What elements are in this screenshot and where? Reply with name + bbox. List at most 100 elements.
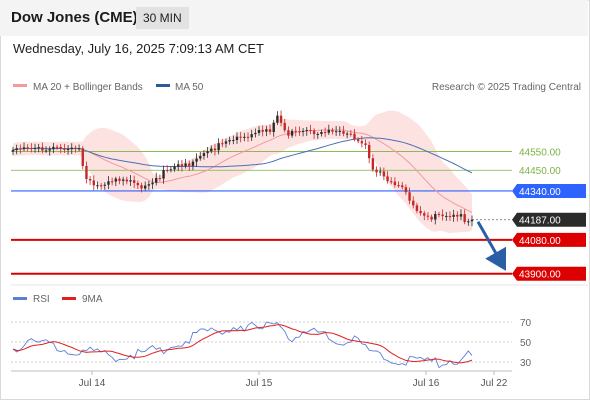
candle-body: [19, 148, 22, 150]
ma50-legend-label: MA 50: [175, 82, 204, 93]
candle-body: [22, 147, 26, 149]
candle-body: [173, 166, 176, 170]
ma20-legend-swatch: [13, 84, 27, 87]
candle-body: [331, 129, 334, 132]
x-axis: Jul 14 Jul 15 Jul 16 Jul 22: [79, 371, 508, 389]
rsi-tick-label: 30: [520, 358, 532, 369]
rsi-pane: 70 50 30: [11, 318, 532, 369]
target-price-label: 44450.00: [519, 166, 561, 177]
candle-body: [235, 136, 239, 140]
candle-body: [202, 153, 206, 157]
candle-body: [155, 177, 158, 183]
target-price-label: 44550.00: [519, 147, 561, 158]
candle-body: [74, 147, 77, 149]
candle-body: [290, 130, 294, 136]
candle-body: [52, 146, 55, 150]
candle-body: [415, 205, 419, 211]
candle-body: [287, 130, 290, 136]
candle-body: [294, 130, 297, 132]
candle-body: [327, 129, 330, 133]
ma9-legend-label: 9MA: [82, 294, 103, 305]
candle-body: [441, 214, 444, 217]
candle-body: [232, 139, 235, 141]
candle-body: [426, 215, 430, 217]
candle-body: [371, 158, 375, 170]
candle-body: [404, 187, 408, 193]
candle-body: [129, 180, 132, 182]
candle-body: [364, 143, 367, 145]
candle-body: [140, 185, 143, 189]
candlestick-pane: 44550.00 44450.00 44340.00 44187.00 44080.00…: [11, 110, 586, 281]
candle-body: [305, 129, 308, 131]
rsi-tick-label: 70: [520, 318, 532, 329]
x-tick-label: Jul 14: [79, 378, 106, 389]
support-price-label-tag: [512, 232, 586, 247]
candle-body: [382, 171, 386, 177]
candle-body: [26, 147, 29, 149]
resistance-price-label: 44340.00: [519, 187, 561, 198]
candle-body: [470, 219, 474, 222]
candle-body: [132, 180, 136, 183]
candle-body: [169, 169, 173, 171]
candle-body: [437, 214, 441, 216]
candle-body: [63, 148, 66, 150]
candle-body: [191, 161, 195, 166]
candle-body: [48, 149, 51, 151]
copyright-label: Research © 2025 Trading Central: [432, 82, 581, 93]
candle-body: [419, 210, 422, 214]
candle-body: [103, 184, 106, 186]
candle-body: [147, 184, 151, 186]
candle-body: [199, 156, 202, 159]
candle-body: [37, 147, 40, 149]
candle-body: [184, 163, 187, 167]
candle-body: [379, 171, 382, 173]
candle-body: [177, 164, 180, 167]
candle-body: [338, 130, 342, 132]
interval-button[interactable]: 30 MIN: [136, 7, 189, 29]
candle-body: [276, 115, 279, 123]
candle-body: [239, 136, 242, 138]
candle-body: [151, 182, 154, 185]
ma50-legend-swatch: [156, 84, 170, 87]
chart-header: Dow Jones (CME) 30 MIN: [0, 0, 588, 36]
candle-body: [166, 170, 169, 172]
ma9-legend-swatch: [62, 297, 76, 300]
candle-body: [375, 169, 378, 173]
candle-body: [158, 177, 162, 179]
rsi-line: [12, 321, 473, 369]
candle-body: [224, 141, 228, 144]
candle-body: [59, 146, 62, 149]
candle-body: [397, 185, 400, 187]
resistance-price-label-tag: [512, 183, 586, 198]
candle-body: [81, 148, 84, 166]
candle-body: [367, 144, 371, 159]
candle-body: [250, 134, 253, 138]
support-price-label: 43900.00: [519, 270, 561, 281]
last-price-label-tag: [512, 212, 586, 227]
candle-body: [213, 148, 217, 151]
candle-body: [257, 129, 261, 133]
candle-body: [88, 179, 92, 181]
candle-body: [136, 182, 140, 186]
candle-body: [70, 147, 73, 150]
candle-body: [221, 143, 224, 145]
rsi-ma9-line: [12, 324, 473, 364]
candle-body: [430, 216, 433, 220]
x-tick-label: Jul 16: [413, 378, 440, 389]
candle-body: [66, 149, 70, 151]
candle-body: [77, 148, 81, 150]
candle-body: [107, 181, 110, 185]
candle-body: [320, 132, 323, 134]
candle-body: [11, 149, 15, 152]
projection-arrow: [476, 220, 507, 271]
candle-body: [316, 133, 319, 135]
candle-body: [246, 136, 250, 138]
ma20-legend-label: MA 20 + Bollinger Bands: [33, 82, 143, 93]
candle-body: [110, 181, 114, 183]
bollinger-band: [13, 110, 472, 234]
candle-body: [423, 213, 426, 216]
candle-body: [283, 122, 286, 131]
candle-body: [445, 215, 448, 217]
chart-datetime: Wednesday, July 16, 2025 7:09:13 AM CET: [13, 41, 264, 56]
